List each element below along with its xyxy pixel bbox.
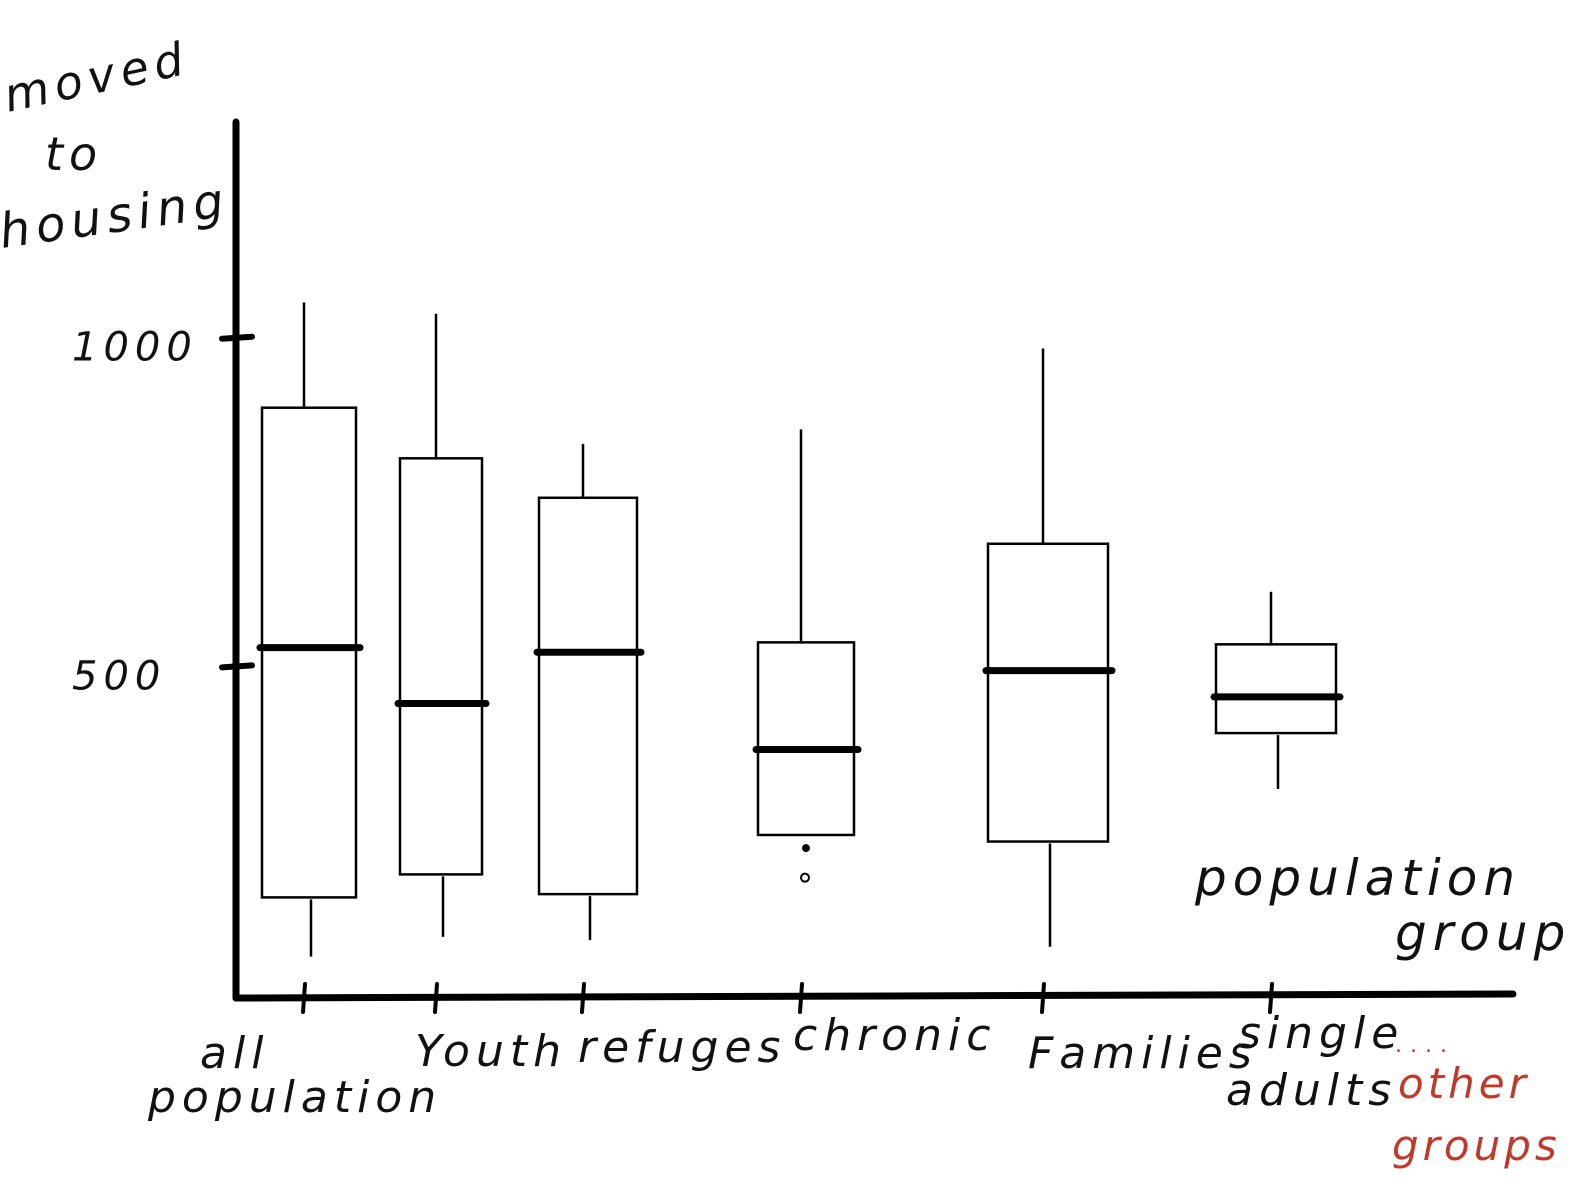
box-3: [752, 429, 862, 883]
x-axis-line: [232, 990, 1517, 1002]
ellipsis-dots: ....: [1395, 1033, 1455, 1058]
iqr-box: [398, 457, 484, 876]
x-tick-mark: [580, 982, 586, 1014]
iqr-box: [260, 406, 358, 899]
y-tick-mark-500: [219, 662, 255, 671]
other-groups-annotation: .... other groups: [1392, 1033, 1561, 1170]
x-tick-label: single: [1238, 1008, 1404, 1059]
iqr-box: [756, 641, 856, 837]
x-tick-label: Youth: [415, 1026, 567, 1077]
x-tick-label: refuges: [578, 1022, 786, 1073]
y-axis-title-line-3: housing: [0, 172, 233, 260]
iqr-box: [1214, 643, 1338, 735]
outlier-point: [802, 844, 810, 853]
x-axis-title-line-1: population: [1194, 849, 1521, 907]
box-0: [256, 302, 364, 957]
outlier-point: [800, 872, 810, 883]
x-tick-label: all: [200, 1028, 269, 1079]
iqr-box: [537, 496, 639, 896]
iqr-box: [986, 542, 1110, 843]
box-1: [394, 313, 490, 937]
y-tick-label-500: 500: [72, 653, 166, 699]
y-tick-mark-1000: [219, 333, 255, 342]
box-5: [1210, 591, 1344, 789]
x-tick-mark: [301, 982, 307, 1014]
other-groups-line-1: other: [1398, 1059, 1530, 1108]
other-groups-line-2: groups: [1392, 1121, 1561, 1170]
x-axis-title-line-2: group: [1395, 904, 1571, 962]
y-ticks: 500 1000: [72, 325, 255, 699]
x-tick-label: population: [147, 1072, 442, 1123]
y-tick-label-1000: 1000: [72, 325, 198, 371]
x-tick-mark: [1268, 982, 1274, 1014]
boxes: [256, 302, 1344, 957]
x-tick-label: adults: [1226, 1065, 1397, 1116]
box-2: [533, 443, 645, 941]
y-axis-title-line-1: moved: [0, 31, 194, 123]
x-tick-label: Families: [1028, 1028, 1258, 1079]
box-4: [982, 348, 1116, 947]
x-axis-title: population group: [1194, 849, 1571, 962]
y-axis-title-line-2: to: [45, 127, 103, 181]
x-tick-label: chronic: [793, 1010, 996, 1061]
x-tick-mark: [798, 982, 804, 1014]
y-axis-title: moved to housing: [0, 31, 233, 260]
x-tick-mark: [1040, 982, 1046, 1014]
x-tick-mark: [433, 982, 439, 1014]
